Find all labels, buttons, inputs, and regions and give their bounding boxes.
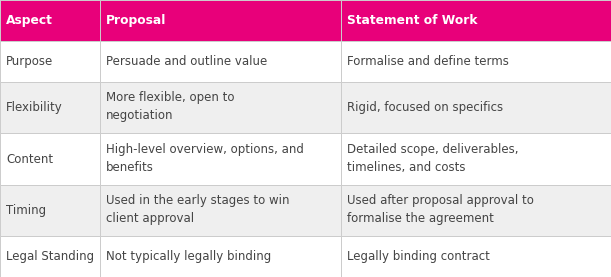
Text: Aspect: Aspect xyxy=(6,14,53,27)
FancyBboxPatch shape xyxy=(0,134,100,185)
Text: Persuade and outline value: Persuade and outline value xyxy=(106,55,267,68)
FancyBboxPatch shape xyxy=(100,134,341,185)
FancyBboxPatch shape xyxy=(341,185,611,236)
Text: Rigid, focused on specifics: Rigid, focused on specifics xyxy=(347,101,503,114)
Text: Used in the early stages to win
client approval: Used in the early stages to win client a… xyxy=(106,194,289,225)
FancyBboxPatch shape xyxy=(0,185,100,236)
Text: Legally binding contract: Legally binding contract xyxy=(347,250,490,263)
FancyBboxPatch shape xyxy=(341,82,611,134)
Text: Legal Standing: Legal Standing xyxy=(6,250,94,263)
Text: Formalise and define terms: Formalise and define terms xyxy=(347,55,509,68)
FancyBboxPatch shape xyxy=(100,82,341,134)
FancyBboxPatch shape xyxy=(341,134,611,185)
Text: Detailed scope, deliverables,
timelines, and costs: Detailed scope, deliverables, timelines,… xyxy=(347,143,519,174)
Text: Proposal: Proposal xyxy=(106,14,166,27)
FancyBboxPatch shape xyxy=(341,236,611,277)
Text: Timing: Timing xyxy=(6,204,46,217)
Text: High-level overview, options, and
benefits: High-level overview, options, and benefi… xyxy=(106,143,304,174)
Text: Not typically legally binding: Not typically legally binding xyxy=(106,250,271,263)
FancyBboxPatch shape xyxy=(0,41,100,82)
FancyBboxPatch shape xyxy=(100,185,341,236)
Text: More flexible, open to
negotiation: More flexible, open to negotiation xyxy=(106,91,234,122)
Text: Used after proposal approval to
formalise the agreement: Used after proposal approval to formalis… xyxy=(347,194,534,225)
Text: Statement of Work: Statement of Work xyxy=(347,14,478,27)
FancyBboxPatch shape xyxy=(100,236,341,277)
Text: Flexibility: Flexibility xyxy=(6,101,63,114)
Text: Purpose: Purpose xyxy=(6,55,53,68)
FancyBboxPatch shape xyxy=(0,0,100,41)
FancyBboxPatch shape xyxy=(341,41,611,82)
FancyBboxPatch shape xyxy=(0,82,100,134)
FancyBboxPatch shape xyxy=(100,0,341,41)
Text: Content: Content xyxy=(6,153,53,166)
FancyBboxPatch shape xyxy=(341,0,611,41)
FancyBboxPatch shape xyxy=(0,236,100,277)
FancyBboxPatch shape xyxy=(100,41,341,82)
